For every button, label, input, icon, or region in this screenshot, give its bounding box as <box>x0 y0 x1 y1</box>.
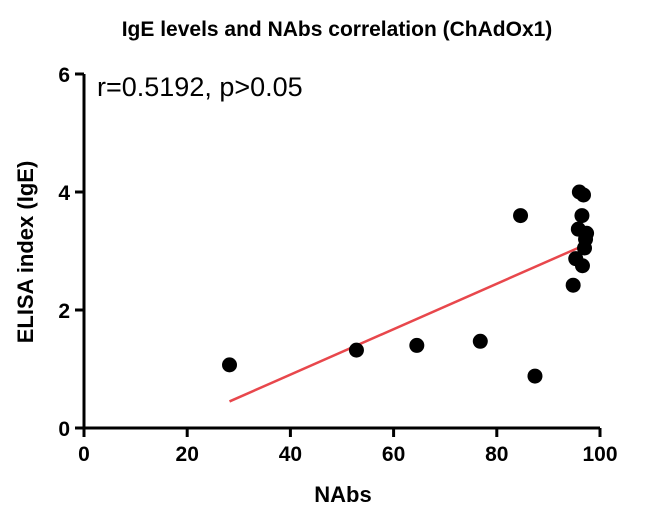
x-tick-label: 40 <box>279 443 302 466</box>
data-point <box>409 337 425 353</box>
x-tick-label: 60 <box>382 443 405 466</box>
data-point <box>565 277 581 293</box>
y-axis-label: ELISA index (IgE) <box>13 161 38 344</box>
x-tick-label: 100 <box>582 443 617 466</box>
data-point <box>472 333 488 349</box>
data-point <box>513 208 529 224</box>
axes: 0 20 40 60 80 100 0 2 4 6 <box>58 64 617 466</box>
data-point <box>348 342 364 358</box>
regression-line-group <box>229 243 586 403</box>
y-tick-label: 4 <box>58 182 70 205</box>
y-tick-label: 6 <box>58 64 70 87</box>
chart-title: IgE levels and NAbs correlation (ChAdOx1… <box>122 18 553 41</box>
data-point <box>527 368 543 384</box>
x-tick-label: 20 <box>176 443 199 466</box>
data-point <box>579 225 595 241</box>
correlation-annotation: r=0.5192, p>0.05 <box>97 72 303 102</box>
data-points <box>222 184 595 384</box>
x-tick-label: 80 <box>485 443 508 466</box>
data-point <box>575 187 591 203</box>
x-tick-label: 0 <box>78 443 90 466</box>
data-point <box>574 208 590 224</box>
x-axis-label: NAbs <box>314 482 371 506</box>
data-point <box>574 258 590 274</box>
regression-line <box>229 243 586 403</box>
data-point <box>222 357 238 373</box>
y-tick-label: 2 <box>58 300 70 323</box>
y-tick-label: 0 <box>58 418 70 441</box>
